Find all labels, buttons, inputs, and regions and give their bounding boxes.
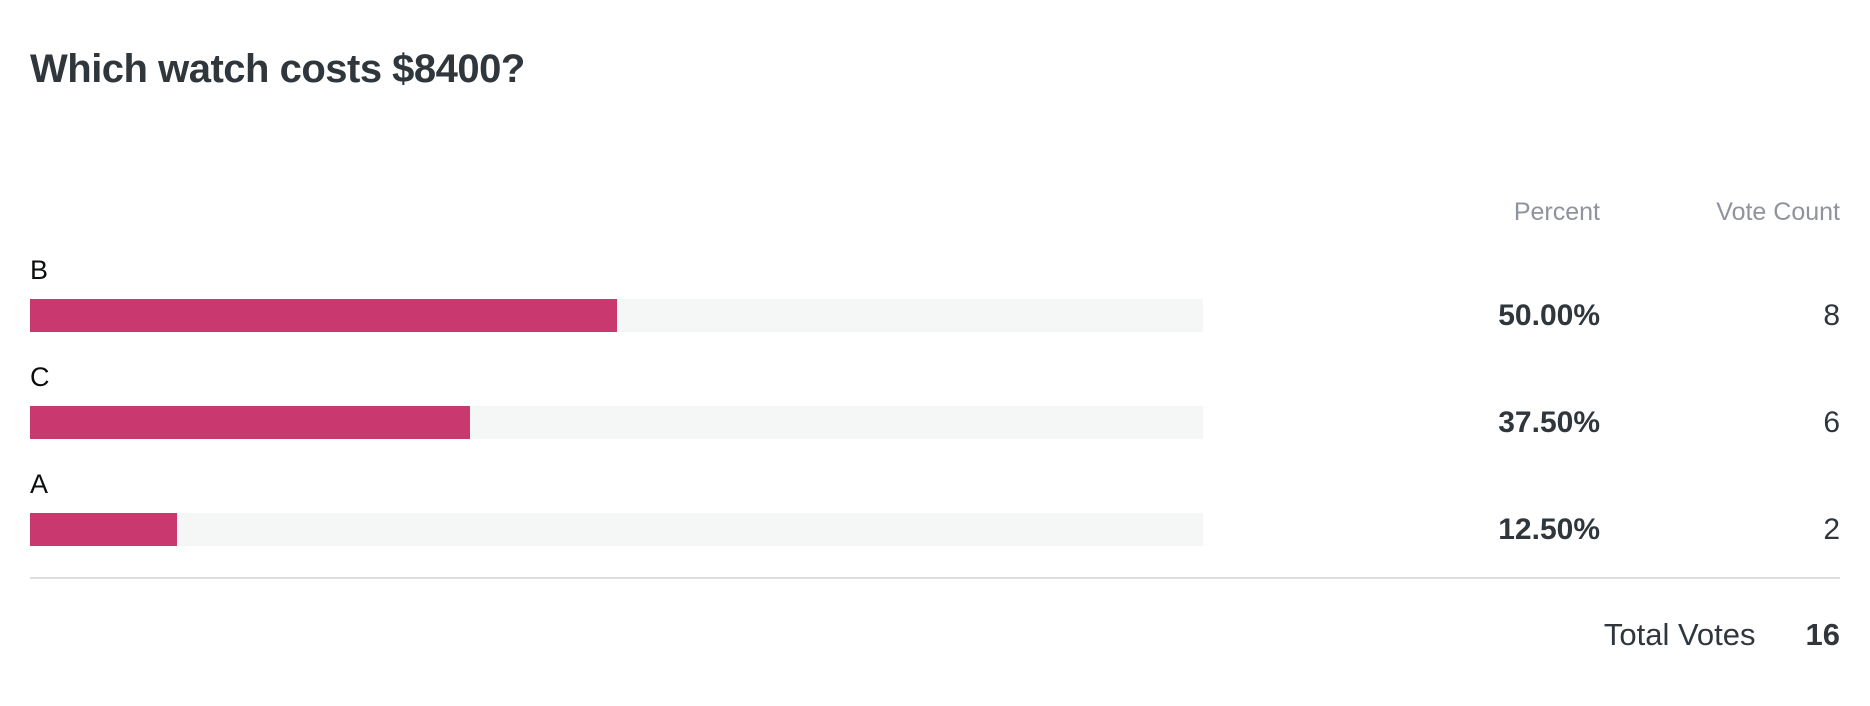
poll-option-row: C 37.50% 6 [30,363,1840,439]
poll-option-row: B 50.00% 8 [30,256,1840,332]
option-bar-track [30,406,1203,439]
results-header-row: Percent Vote Count [30,198,1840,226]
option-bar-fill [30,513,177,546]
option-vote-count: 2 [1823,513,1840,546]
header-spacer [30,198,1203,226]
option-vote-count: 6 [1823,406,1840,439]
option-bar-track [30,513,1203,546]
option-bar-fill [30,406,470,439]
option-label: B [30,255,49,285]
total-votes-row: Total Votes 16 [30,617,1840,653]
option-bar-track [30,299,1203,332]
option-percent: 50.00% [1498,299,1600,332]
option-label: C [30,362,50,392]
option-vote-count: 8 [1823,299,1840,332]
poll-option-row: A 12.50% 2 [30,470,1840,546]
total-votes-label: Total Votes [1603,617,1756,652]
option-label: A [30,469,49,499]
vote-count-column-header: Vote Count [1716,198,1840,226]
poll-options-list: B 50.00% 8 C 37.50% 6 A [30,256,1840,546]
poll-question-title: Which watch costs $8400? [30,47,525,91]
option-percent: 12.50% [1498,513,1600,546]
option-percent: 37.50% [1498,406,1600,439]
results-divider [30,577,1840,579]
percent-column-header: Percent [1513,198,1600,226]
total-votes-value: 16 [1805,617,1840,652]
option-bar-fill [30,299,617,332]
